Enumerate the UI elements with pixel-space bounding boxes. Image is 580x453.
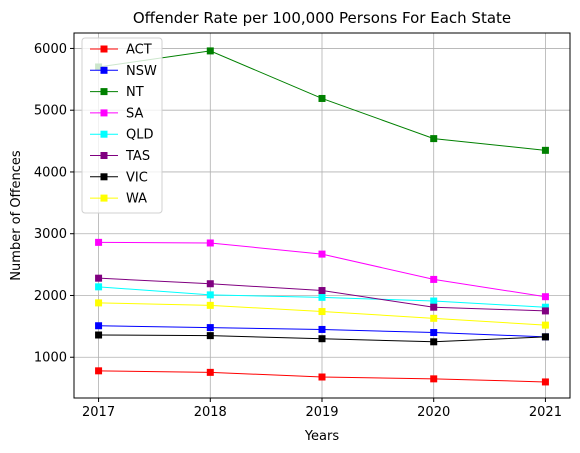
data-point (318, 250, 326, 258)
legend-item-nt: NT (90, 85, 144, 100)
legend-label: NSW (126, 64, 157, 79)
data-point (541, 146, 549, 154)
data-point (430, 297, 438, 305)
data-point (430, 329, 438, 337)
data-point (206, 47, 214, 55)
series-tas (95, 274, 549, 315)
series-layer (95, 47, 549, 386)
data-point (430, 135, 438, 143)
data-point (318, 308, 326, 316)
legend-label: ACT (126, 43, 152, 58)
legend-item-act: ACT (90, 43, 152, 58)
data-point (206, 332, 214, 340)
legend-marker (100, 109, 108, 117)
data-point (95, 331, 103, 339)
data-point (541, 378, 549, 386)
y-axis: 1000 2000 3000 4000 5000 6000 (34, 42, 74, 366)
data-point (430, 314, 438, 322)
legend-label: VIC (126, 170, 148, 185)
x-tick-label: 2019 (305, 405, 338, 420)
data-point (95, 299, 103, 307)
x-tick-label: 2021 (529, 405, 562, 420)
legend-marker (100, 45, 108, 53)
y-tick-label: 3000 (34, 227, 67, 242)
legend-marker (100, 152, 108, 159)
legend-item-nsw: NSW (90, 64, 157, 79)
legend-box (81, 37, 163, 214)
data-point (541, 321, 549, 329)
legend-label: SA (126, 106, 143, 121)
legend-item-qld: QLD (90, 128, 154, 143)
legend-marker (100, 130, 108, 138)
data-point (95, 274, 103, 282)
data-point (541, 307, 549, 315)
legend-item-tas: TAS (90, 149, 150, 164)
y-tick-label: 5000 (34, 104, 67, 119)
legend-label: QLD (126, 128, 154, 143)
data-point (318, 335, 326, 343)
data-point (430, 375, 438, 383)
data-point (95, 322, 103, 330)
data-point (541, 293, 549, 301)
series-qld (95, 283, 549, 311)
x-tick-label: 2017 (82, 405, 115, 420)
data-point (541, 333, 549, 341)
y-tick-label: 1000 (34, 351, 67, 366)
y-tick-label: 6000 (34, 42, 67, 57)
data-point (95, 238, 103, 246)
series-act (95, 367, 549, 386)
x-axis-title: Years (304, 429, 340, 444)
legend-item-wa: WA (90, 192, 147, 207)
y-tick-label: 4000 (34, 165, 67, 180)
x-tick-label: 2020 (417, 405, 450, 420)
legend-marker (100, 66, 108, 74)
data-point (430, 275, 438, 283)
legend: ACT NSW NT SA QLD TAS VIC WA (81, 37, 163, 214)
chart-title: Offender Rate per 100,000 Persons For Ea… (133, 9, 511, 27)
legend-label: NT (126, 85, 144, 100)
data-point (318, 293, 326, 301)
x-tick-label: 2018 (194, 405, 227, 420)
data-point (318, 373, 326, 381)
series-wa (95, 299, 549, 329)
data-point (318, 325, 326, 333)
legend-label: TAS (125, 149, 150, 164)
data-point (206, 291, 214, 299)
data-point (430, 338, 438, 346)
data-point (95, 283, 103, 291)
data-point (430, 303, 438, 311)
data-point (206, 301, 214, 309)
legend-item-sa: SA (90, 106, 143, 121)
x-axis: 2017 2018 2019 2020 2021 (82, 398, 562, 420)
legend-marker (100, 173, 108, 181)
y-tick-label: 2000 (34, 289, 67, 304)
series-sa (95, 238, 549, 301)
data-point (318, 94, 326, 102)
data-point (206, 239, 214, 247)
data-point (318, 287, 326, 295)
legend-label: WA (126, 192, 147, 207)
data-point (541, 303, 549, 311)
legend-marker (100, 194, 108, 202)
legend-marker (100, 88, 108, 96)
data-point (206, 324, 214, 332)
data-point (206, 368, 214, 376)
data-point (206, 280, 214, 288)
series-vic (95, 331, 549, 346)
legend-item-vic: VIC (90, 170, 148, 185)
y-axis-title: Number of Offences (9, 150, 24, 281)
data-point (95, 367, 103, 375)
